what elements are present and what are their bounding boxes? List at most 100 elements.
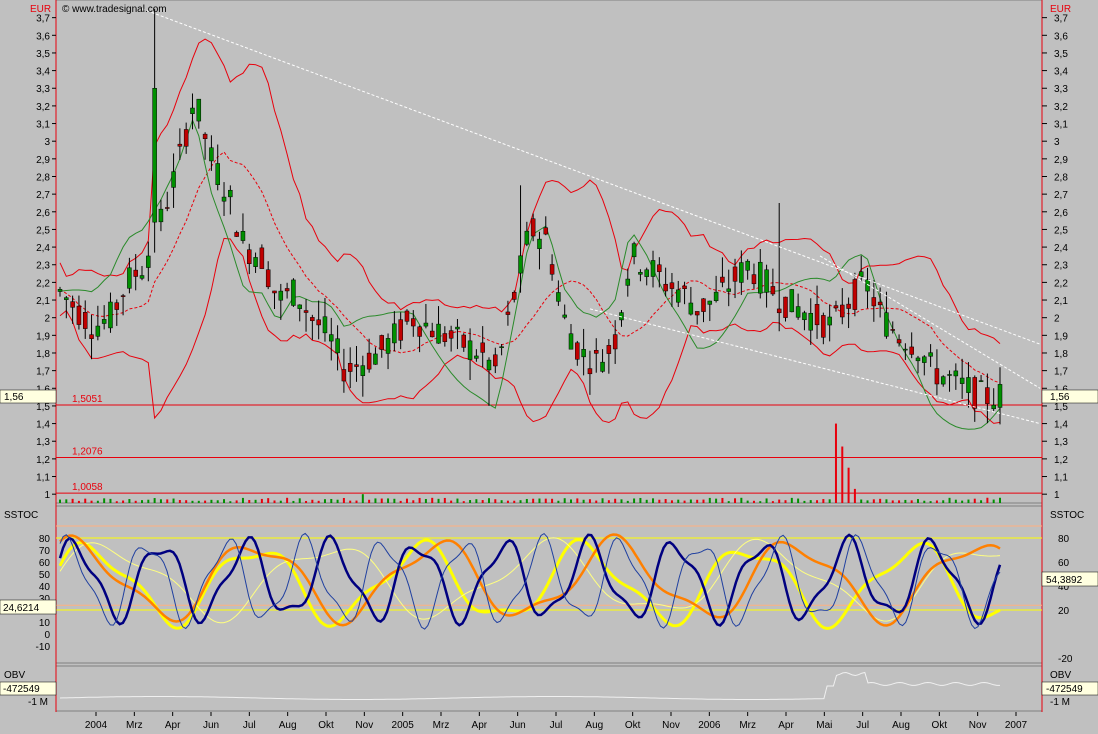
price-y-axis-left: 3,7 3,6 3,5 3,4 3,3 3,2 3,1 3 2,9 2,8 2,7 2,6 2,5 2,4… (36, 14, 56, 501)
price-panel[interactable] (55, 0, 1043, 504)
x-axis-label: 2005 (392, 720, 415, 731)
volume-bar (349, 500, 352, 503)
candle-body (783, 296, 788, 318)
volume-bar (147, 499, 150, 503)
price-tick-right: 1,8 (1054, 349, 1068, 360)
candle-body (335, 338, 340, 354)
price-tick-left: 3,4 (36, 67, 50, 78)
volume-bar (973, 498, 976, 503)
volume-bar (557, 500, 560, 503)
volume-bar (84, 498, 87, 503)
volume-bar (178, 499, 181, 503)
x-axis-label: Aug (892, 720, 910, 731)
volume-bar (727, 501, 730, 503)
volume-bar (532, 498, 535, 503)
price-tick-right: 3,1 (1054, 120, 1068, 131)
volume-bar (128, 499, 131, 503)
x-axis-label: Okt (625, 720, 641, 731)
volume-bar (210, 499, 213, 503)
candle-body (411, 318, 416, 327)
sstoc-fast-signal-line (59, 532, 1001, 630)
sstoc-tick-left: 10 (39, 618, 51, 629)
volume-bar (822, 499, 825, 503)
sstoc-long-signal-line (59, 537, 1001, 624)
candle-body (196, 98, 202, 122)
candle-body (511, 292, 517, 300)
candle-body (600, 361, 605, 372)
candle-body (758, 261, 763, 294)
last-price-left: 1,56 (4, 392, 24, 403)
sstoc-value-box-right (1041, 571, 1098, 587)
volume-bar (494, 499, 497, 503)
sstoc-tick-right: -20 (1058, 654, 1073, 665)
price-tick-right: 3,3 (1054, 84, 1068, 95)
candle-body (448, 330, 454, 339)
sstoc-tick-left: 30 (39, 594, 51, 605)
level-label: 1,2076 (72, 447, 103, 458)
candle-body (833, 305, 839, 309)
candle-body (436, 323, 441, 344)
obv-panel[interactable] (55, 665, 1043, 712)
volume-bar (159, 499, 162, 503)
candle-body (739, 262, 744, 283)
candle-body (795, 306, 801, 318)
candle-body (152, 87, 157, 223)
volume-bar (298, 498, 301, 503)
candle-body (732, 266, 738, 282)
candle-body (688, 302, 694, 315)
candle-body (940, 376, 946, 385)
volume-bar (336, 499, 339, 503)
volume-bar (525, 498, 528, 503)
obv-line (59, 671, 1000, 700)
candle-body (499, 346, 504, 348)
price-tick-right: 2,2 (1054, 278, 1068, 289)
x-axis-label: Nov (662, 720, 680, 731)
price-tick-left: 2,6 (36, 208, 50, 219)
sstoc-tick-left: 80 (39, 534, 51, 545)
volume-bar (696, 499, 699, 503)
volume-bar (828, 499, 831, 503)
volume-bar (437, 498, 440, 503)
candle-body (310, 317, 315, 322)
volume-bar (980, 500, 983, 503)
candle-body (253, 257, 258, 267)
x-axis-label: Aug (279, 720, 297, 731)
obv-line-group (59, 671, 1000, 700)
volume-bar (500, 500, 503, 503)
volume-bar (65, 499, 68, 503)
price-tick-right: 2,9 (1054, 155, 1068, 166)
volume-bar (771, 501, 774, 503)
inner-channel-line (819, 255, 1041, 389)
volume-bar (551, 498, 554, 503)
price-tick-left: 2,5 (36, 225, 50, 236)
volume-bar (456, 498, 459, 503)
price-tick-left: 3,7 (36, 14, 50, 25)
volume-bar (576, 498, 579, 503)
price-tick-left: 2,4 (36, 243, 50, 254)
candle-body (347, 362, 353, 372)
price-tick-left: 2,2 (36, 278, 50, 289)
candle-body (972, 377, 978, 409)
price-tick-left: 2,7 (36, 190, 50, 201)
candle-body (720, 276, 725, 283)
price-tick-left: 3,3 (36, 84, 50, 95)
price-tick-right: 3,6 (1054, 31, 1068, 42)
candle-body (909, 346, 914, 355)
volume-bar (891, 500, 894, 503)
volume-bar (765, 498, 768, 503)
price-tick-left: 1,3 (36, 437, 50, 448)
price-tick-right: 3,4 (1054, 67, 1068, 78)
price-tick-right: 2,5 (1054, 225, 1068, 236)
price-tick-right: 1,9 (1054, 331, 1068, 342)
sstoc-tick-right: 20 (1058, 606, 1070, 617)
price-tick-right: 1,3 (1054, 437, 1068, 448)
price-tick-left: 1,5 (36, 402, 50, 413)
price-tick-left: 3 (44, 137, 50, 148)
volume-bar (469, 500, 472, 503)
price-tick-right: 2,7 (1054, 190, 1068, 201)
candle-body (821, 315, 826, 338)
candle-body (669, 282, 675, 289)
candle-body (808, 312, 813, 331)
volume-bar (90, 500, 93, 503)
